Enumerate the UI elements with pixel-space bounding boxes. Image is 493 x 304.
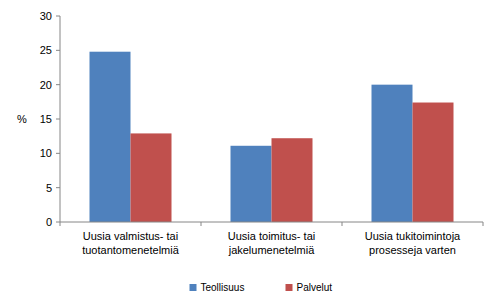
- x-tick: [342, 222, 343, 226]
- y-tick: [56, 16, 60, 17]
- y-tick-label: 10: [40, 147, 52, 159]
- x-tick: [60, 222, 61, 226]
- legend-label: Teollisuus: [201, 282, 245, 293]
- legend: Teollisuus Palvelut: [190, 282, 333, 293]
- y-tick-label: 0: [46, 216, 52, 228]
- y-axis: [60, 16, 61, 222]
- y-tick: [56, 153, 60, 154]
- x-tick-label: Uusia toimitus- taijakelumenetelmiä: [228, 230, 316, 256]
- y-tick-label: 20: [40, 79, 52, 91]
- legend-label: Palvelut: [297, 282, 333, 293]
- bar: [231, 146, 272, 222]
- y-tick-label: 25: [40, 44, 52, 56]
- bar: [413, 103, 454, 222]
- x-tick: [201, 222, 202, 226]
- legend-swatch: [286, 284, 293, 291]
- legend-swatch: [190, 284, 197, 291]
- bars: [90, 52, 454, 222]
- bar: [131, 133, 172, 222]
- y-tick-label: 5: [46, 182, 52, 194]
- y-tick: [56, 50, 60, 51]
- x-tick-label: Uusia tukitoimintojaprosesseja varten: [365, 230, 461, 256]
- y-tick-label: 30: [40, 10, 52, 22]
- chart-container: 0 5 10 15 20 25 30% Uusia valmistus- taituotant…: [0, 0, 493, 304]
- chart-svg: 0 5 10 15 20 25 30% Uusia valmistus- taituotant…: [0, 0, 493, 304]
- y-tick-label: 15: [40, 113, 52, 125]
- y-tick: [56, 187, 60, 188]
- x-tick-label: Uusia valmistus- taituotantomenetelmiä: [82, 230, 179, 256]
- bar: [372, 85, 413, 222]
- bar: [90, 52, 131, 222]
- bar: [272, 138, 313, 222]
- y-tick: [56, 119, 60, 120]
- y-tick: [56, 222, 60, 223]
- x-tick: [483, 222, 484, 226]
- x-axis: [60, 222, 483, 223]
- y-axis-label: %: [17, 113, 27, 125]
- y-tick: [56, 84, 60, 85]
